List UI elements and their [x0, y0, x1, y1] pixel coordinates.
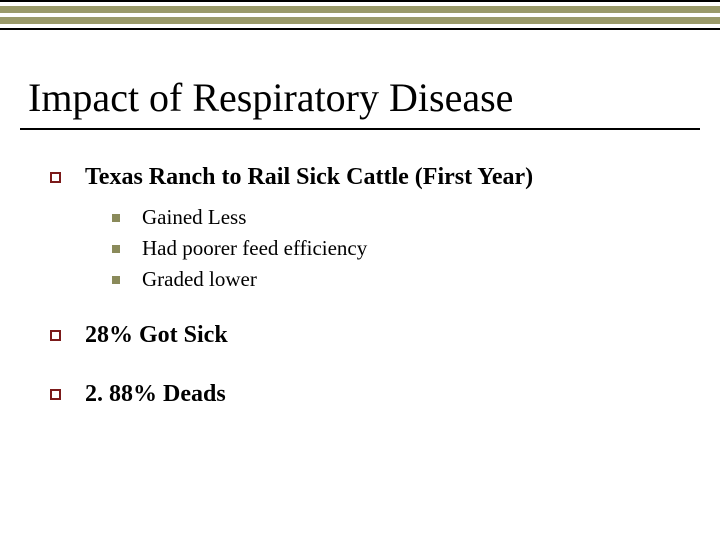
list-item-text: 2. 88% Deads [85, 381, 226, 408]
slide: Impact of Respiratory Disease Texas Ranc… [0, 0, 720, 540]
spacer [50, 355, 680, 381]
sub-list: Gained Less Had poorer feed efficiency G… [112, 205, 680, 292]
bullet-fill-icon [112, 214, 120, 222]
sub-list-item: Had poorer feed efficiency [112, 236, 680, 261]
accent-bar-1 [0, 6, 720, 13]
list-item: Texas Ranch to Rail Sick Cattle (First Y… [50, 164, 680, 191]
list-item: 2. 88% Deads [50, 381, 680, 408]
bullet-outline-icon [50, 389, 61, 400]
sub-list-item-text: Graded lower [142, 267, 257, 292]
accent-bar-2 [0, 17, 720, 24]
sub-list-item-text: Gained Less [142, 205, 246, 230]
top-decorative-bars [0, 0, 720, 30]
bottom-thin-line [0, 28, 720, 30]
sub-list-item-text: Had poorer feed efficiency [142, 236, 367, 261]
title-underline [20, 128, 700, 130]
sub-list-item: Gained Less [112, 205, 680, 230]
slide-content: Texas Ranch to Rail Sick Cattle (First Y… [50, 164, 680, 414]
list-item-text: Texas Ranch to Rail Sick Cattle (First Y… [85, 164, 533, 191]
sub-list-item: Graded lower [112, 267, 680, 292]
list-item-text: 28% Got Sick [85, 322, 228, 349]
list-item: 28% Got Sick [50, 322, 680, 349]
bullet-fill-icon [112, 276, 120, 284]
bullet-fill-icon [112, 245, 120, 253]
bullet-outline-icon [50, 330, 61, 341]
bullet-outline-icon [50, 172, 61, 183]
slide-title: Impact of Respiratory Disease [28, 74, 513, 121]
